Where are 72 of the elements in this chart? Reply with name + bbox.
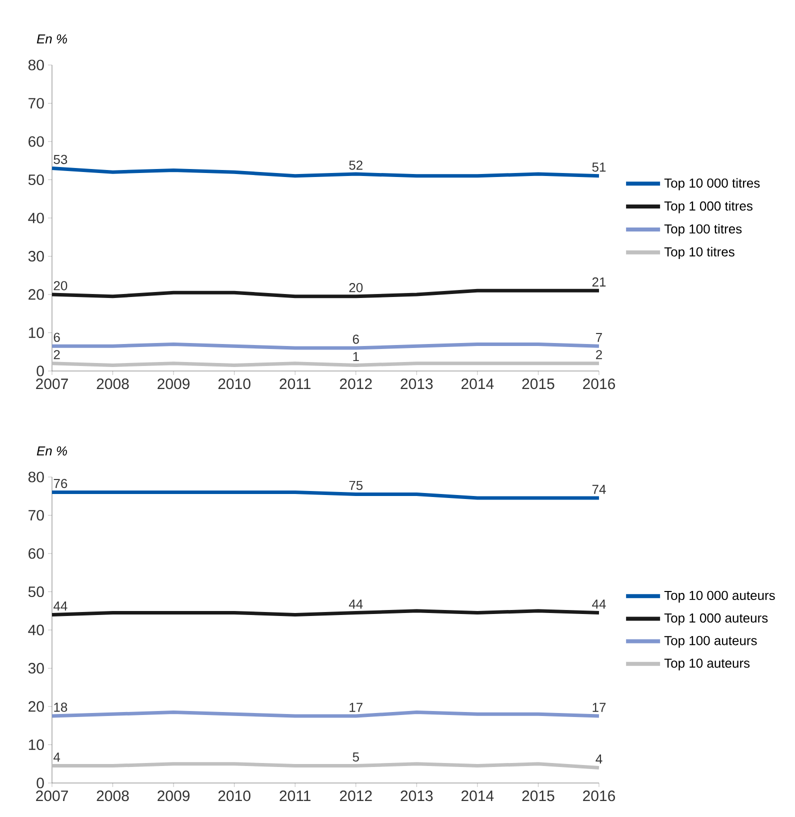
x-tick-label: 2011	[280, 790, 310, 802]
y-tick-label: 20	[28, 701, 44, 712]
legend-label: Top 10 000 auteurs	[664, 590, 775, 603]
y-axis-title: En %	[36, 446, 67, 456]
y-tick-label: 10	[28, 327, 44, 338]
y-tick-label: 40	[28, 624, 44, 636]
x-tick-label: 2010	[218, 378, 250, 390]
x-tick-label: 2015	[522, 790, 554, 802]
y-tick-label: 70	[28, 510, 44, 521]
data-label: 75	[349, 480, 363, 490]
data-label: 44	[348, 600, 363, 609]
y-tick-label: 70	[28, 98, 44, 109]
legend-label: Top 10 titres	[664, 246, 734, 260]
x-tick-label: 2009	[158, 378, 190, 390]
data-label: 4	[54, 752, 60, 762]
legend-label: Top 10 000 titres	[664, 178, 760, 190]
y-tick-label: 10	[28, 739, 44, 750]
y-tick-label: 60	[28, 136, 44, 147]
y-tick-label: 0	[36, 778, 44, 788]
data-label: 20	[349, 283, 363, 292]
data-label: 51	[592, 162, 606, 172]
data-label: 76	[54, 478, 68, 488]
x-tick-label: 2007	[36, 790, 68, 802]
data-label: 53	[54, 154, 68, 164]
data-label: 1	[353, 352, 359, 362]
x-tick-label: 2016	[583, 790, 616, 802]
x-tick-label: 2011	[280, 378, 310, 390]
x-tick-label: 2013	[400, 378, 433, 390]
data-label: 18	[54, 702, 68, 712]
data-label: 44	[592, 600, 606, 609]
x-tick-label: 2014	[462, 790, 494, 802]
data-label: 52	[349, 160, 362, 170]
legend-label: Top 1 000 titres	[664, 201, 752, 214]
x-tick-label: 2013	[400, 790, 433, 802]
x-tick-label: 2009	[158, 790, 190, 802]
x-tick-label: 2007	[36, 378, 68, 390]
y-tick-label: 20	[28, 289, 44, 300]
legend-label: Top 1 000 auteurs	[664, 613, 768, 626]
data-label: 2	[596, 350, 602, 360]
data-label: 20	[54, 281, 68, 290]
y-axis-title: En %	[36, 34, 67, 44]
x-tick-label: 2010	[218, 790, 250, 802]
x-tick-label: 2008	[96, 790, 129, 802]
y-tick-label: 30	[28, 662, 44, 674]
data-label: 74	[592, 484, 606, 494]
y-tick-label: 80	[28, 472, 44, 482]
data-label: 17	[592, 702, 606, 712]
data-label: 44	[54, 602, 68, 610]
data-label: 21	[592, 277, 606, 286]
x-tick-label: 2016	[583, 378, 616, 390]
data-label: 2	[54, 350, 60, 360]
data-label: 17	[350, 702, 362, 712]
y-tick-label: 30	[28, 250, 44, 262]
y-tick-label: 40	[28, 212, 44, 224]
x-tick-label: 2012	[340, 790, 372, 802]
y-tick-label: 80	[28, 60, 44, 70]
data-label: 5	[352, 752, 359, 762]
y-tick-label: 50	[28, 586, 44, 598]
x-tick-label: 2015	[522, 378, 554, 390]
data-label: 6	[54, 332, 60, 342]
x-tick-label: 2012	[340, 378, 372, 390]
x-tick-label: 2014	[462, 378, 494, 390]
data-label: 7	[596, 332, 602, 342]
legend-label: Top 10 auteurs	[664, 658, 750, 670]
legend-label: Top 100 auteurs	[664, 636, 757, 648]
y-tick-label: 50	[28, 174, 44, 186]
data-label: 4	[596, 754, 602, 764]
y-tick-label: 0	[36, 366, 44, 376]
data-label: 6	[352, 334, 359, 344]
legend-label: Top 100 titres	[664, 224, 742, 236]
x-tick-label: 2008	[96, 378, 129, 390]
y-tick-label: 60	[28, 548, 44, 559]
